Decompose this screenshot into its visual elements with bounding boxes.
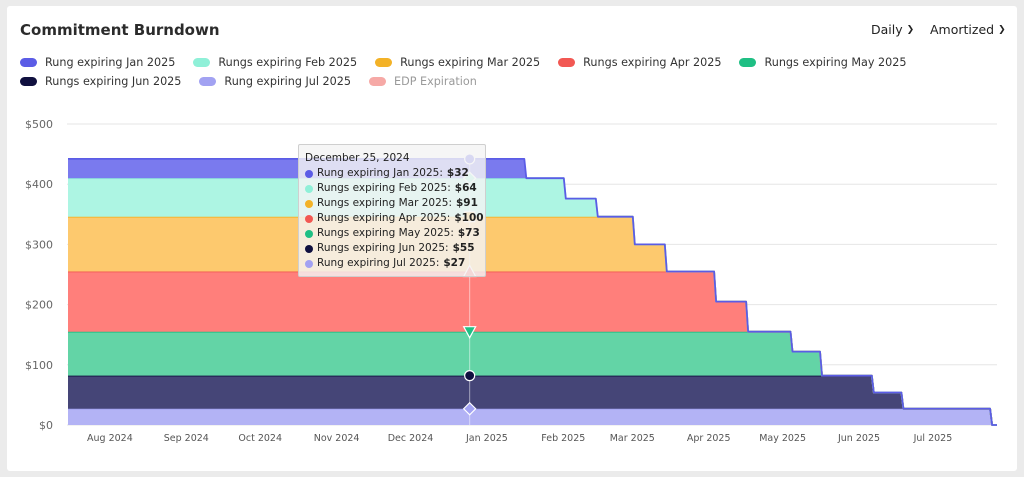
hover-marker-diamond <box>462 401 477 416</box>
x-tick-label: Oct 2024 <box>238 433 282 444</box>
legend-label: Rungs expiring Jun 2025 <box>45 75 182 88</box>
legend-item-may[interactable]: Rungs expiring May 2025 <box>739 56 907 69</box>
legend-item-edp-expiration[interactable]: EDP Expiration <box>369 75 477 88</box>
x-tick-label: Dec 2024 <box>388 433 434 444</box>
area-rungs-expiring-may-2025 <box>68 331 997 425</box>
legend-item-jan[interactable]: Rung expiring Jan 2025 <box>20 56 175 69</box>
legend-item-mar[interactable]: Rungs expiring Mar 2025 <box>375 56 540 69</box>
legend-label: Rung expiring Jan 2025 <box>45 56 176 69</box>
x-tick-label: Jan 2025 <box>465 433 508 444</box>
tooltip-row: Rungs expiring Apr 2025: $100 <box>305 211 484 226</box>
y-tick-label: $300 <box>25 238 53 251</box>
tooltip-row: Rung expiring Jul 2025: $27 <box>305 256 479 271</box>
legend-swatch <box>199 77 217 86</box>
chart-title: Commitment Burndown <box>20 21 220 39</box>
legend-label: Rungs expiring May 2025 <box>764 56 907 69</box>
tooltip-value: $64 <box>454 182 477 194</box>
legend-label: EDP Expiration <box>394 75 477 88</box>
hover-marker-circle <box>464 370 476 382</box>
y-tick-label: $100 <box>25 359 53 372</box>
x-tick-label: Jul 2025 <box>913 433 953 444</box>
y-tick-label: $400 <box>25 178 53 191</box>
tooltip-label: Rungs expiring Feb 2025: <box>317 182 451 194</box>
granularity-label: Daily <box>871 22 903 37</box>
x-tick-label: Feb 2025 <box>541 433 585 444</box>
burndown-chart: $0 $100 $200 $300 $400 $500 Aug 2024 Sep 2024 Oc… <box>25 118 997 444</box>
tooltip-dot <box>305 214 313 223</box>
tooltip-row: Rungs expiring May 2025: $73 <box>305 226 480 241</box>
y-tick-label: $200 <box>25 299 53 312</box>
legend-item-apr[interactable]: Rungs expiring Apr 2025 <box>558 56 721 69</box>
x-tick-label: Nov 2024 <box>314 433 360 444</box>
y-tick-label: $0 <box>39 419 53 432</box>
tooltip-label: Rungs expiring Mar 2025: <box>317 197 452 209</box>
tooltip-value: $91 <box>455 197 478 209</box>
tooltip-value: $32 <box>446 167 469 179</box>
legend-swatch <box>20 58 37 67</box>
granularity-dropdown[interactable]: Daily ❯ <box>871 22 914 37</box>
tooltip-value: $27 <box>443 257 466 269</box>
legend-swatch <box>558 58 576 67</box>
hover-marker-triangle-down <box>462 326 477 339</box>
chevron-down-icon: ❯ <box>906 24 915 35</box>
tooltip-value: $73 <box>457 227 480 239</box>
area-rung-expiring-jul-2025 <box>68 408 997 425</box>
x-tick-label: Mar 2025 <box>610 433 655 444</box>
tooltip-row: Rung expiring Jan 2025: $32 <box>305 166 479 181</box>
chart-legend: Rung expiring Jan 2025 Rungs expiring Fe… <box>20 56 1005 88</box>
tooltip-label: Rung expiring Jan 2025: <box>317 167 443 179</box>
tooltip-dot <box>305 169 313 178</box>
tooltip-date: December 25, 2024 <box>305 152 410 164</box>
legend-item-feb[interactable]: Rungs expiring Feb 2025 <box>193 56 357 69</box>
legend-label: Rungs expiring Apr 2025 <box>583 56 722 69</box>
legend-swatch <box>20 77 37 86</box>
tooltip-value: $55 <box>452 242 475 254</box>
tooltip-row: Rungs expiring Feb 2025: $64 <box>305 181 479 196</box>
legend-swatch <box>739 58 757 67</box>
tooltip-label: Rungs expiring Jun 2025: <box>317 242 449 254</box>
area-rungs-expiring-jun-2025 <box>68 375 997 425</box>
chevron-down-icon: ❯ <box>998 24 1006 35</box>
cost-type-label: Amortized <box>930 22 995 37</box>
tooltip-dot <box>305 229 313 238</box>
area-rungs-expiring-feb-2025 <box>68 178 997 425</box>
commitment-burndown-card: Commitment Burndown Daily ❯ Amortized ❯ … <box>7 6 1017 471</box>
area-rungs-expiring-apr-2025 <box>68 271 997 425</box>
line-rung-expiring-jan-2025 <box>68 158 997 426</box>
tooltip-value: $100 <box>454 212 484 224</box>
tooltip-dot <box>305 244 313 253</box>
tooltip-dot <box>305 199 313 208</box>
legend-swatch <box>193 58 211 67</box>
x-tick-label: May 2025 <box>759 433 806 444</box>
tooltip-dot <box>305 259 313 268</box>
tooltip-label: Rungs expiring May 2025: <box>317 227 454 239</box>
y-tick-label: $500 <box>25 118 53 131</box>
cost-type-dropdown[interactable]: Amortized ❯ <box>930 22 1006 37</box>
legend-item-jun[interactable]: Rungs expiring Jun 2025 <box>20 75 181 88</box>
x-tick-label: Jun 2025 <box>837 433 880 444</box>
legend-label: Rung expiring Jul 2025 <box>224 75 352 88</box>
tooltip-label: Rung expiring Jul 2025: <box>317 257 440 269</box>
tooltip-label: Rungs expiring Apr 2025: <box>317 212 451 224</box>
x-tick-label: Sep 2024 <box>164 433 209 444</box>
legend-swatch <box>369 77 387 86</box>
legend-swatch <box>375 58 393 67</box>
tooltip-row: Rungs expiring Mar 2025: $91 <box>305 196 479 211</box>
tooltip-dot <box>305 184 313 193</box>
legend-label: Rungs expiring Mar 2025 <box>400 56 541 69</box>
legend-item-jul[interactable]: Rung expiring Jul 2025 <box>199 75 351 88</box>
tooltip-row: Rungs expiring Jun 2025: $55 <box>305 241 479 256</box>
hover-tooltip: December 25, 2024 Rung expiring Jan 2025… <box>298 144 486 277</box>
legend-label: Rungs expiring Feb 2025 <box>218 56 358 69</box>
x-tick-label: Apr 2025 <box>687 433 731 444</box>
x-tick-label: Aug 2024 <box>87 433 133 444</box>
